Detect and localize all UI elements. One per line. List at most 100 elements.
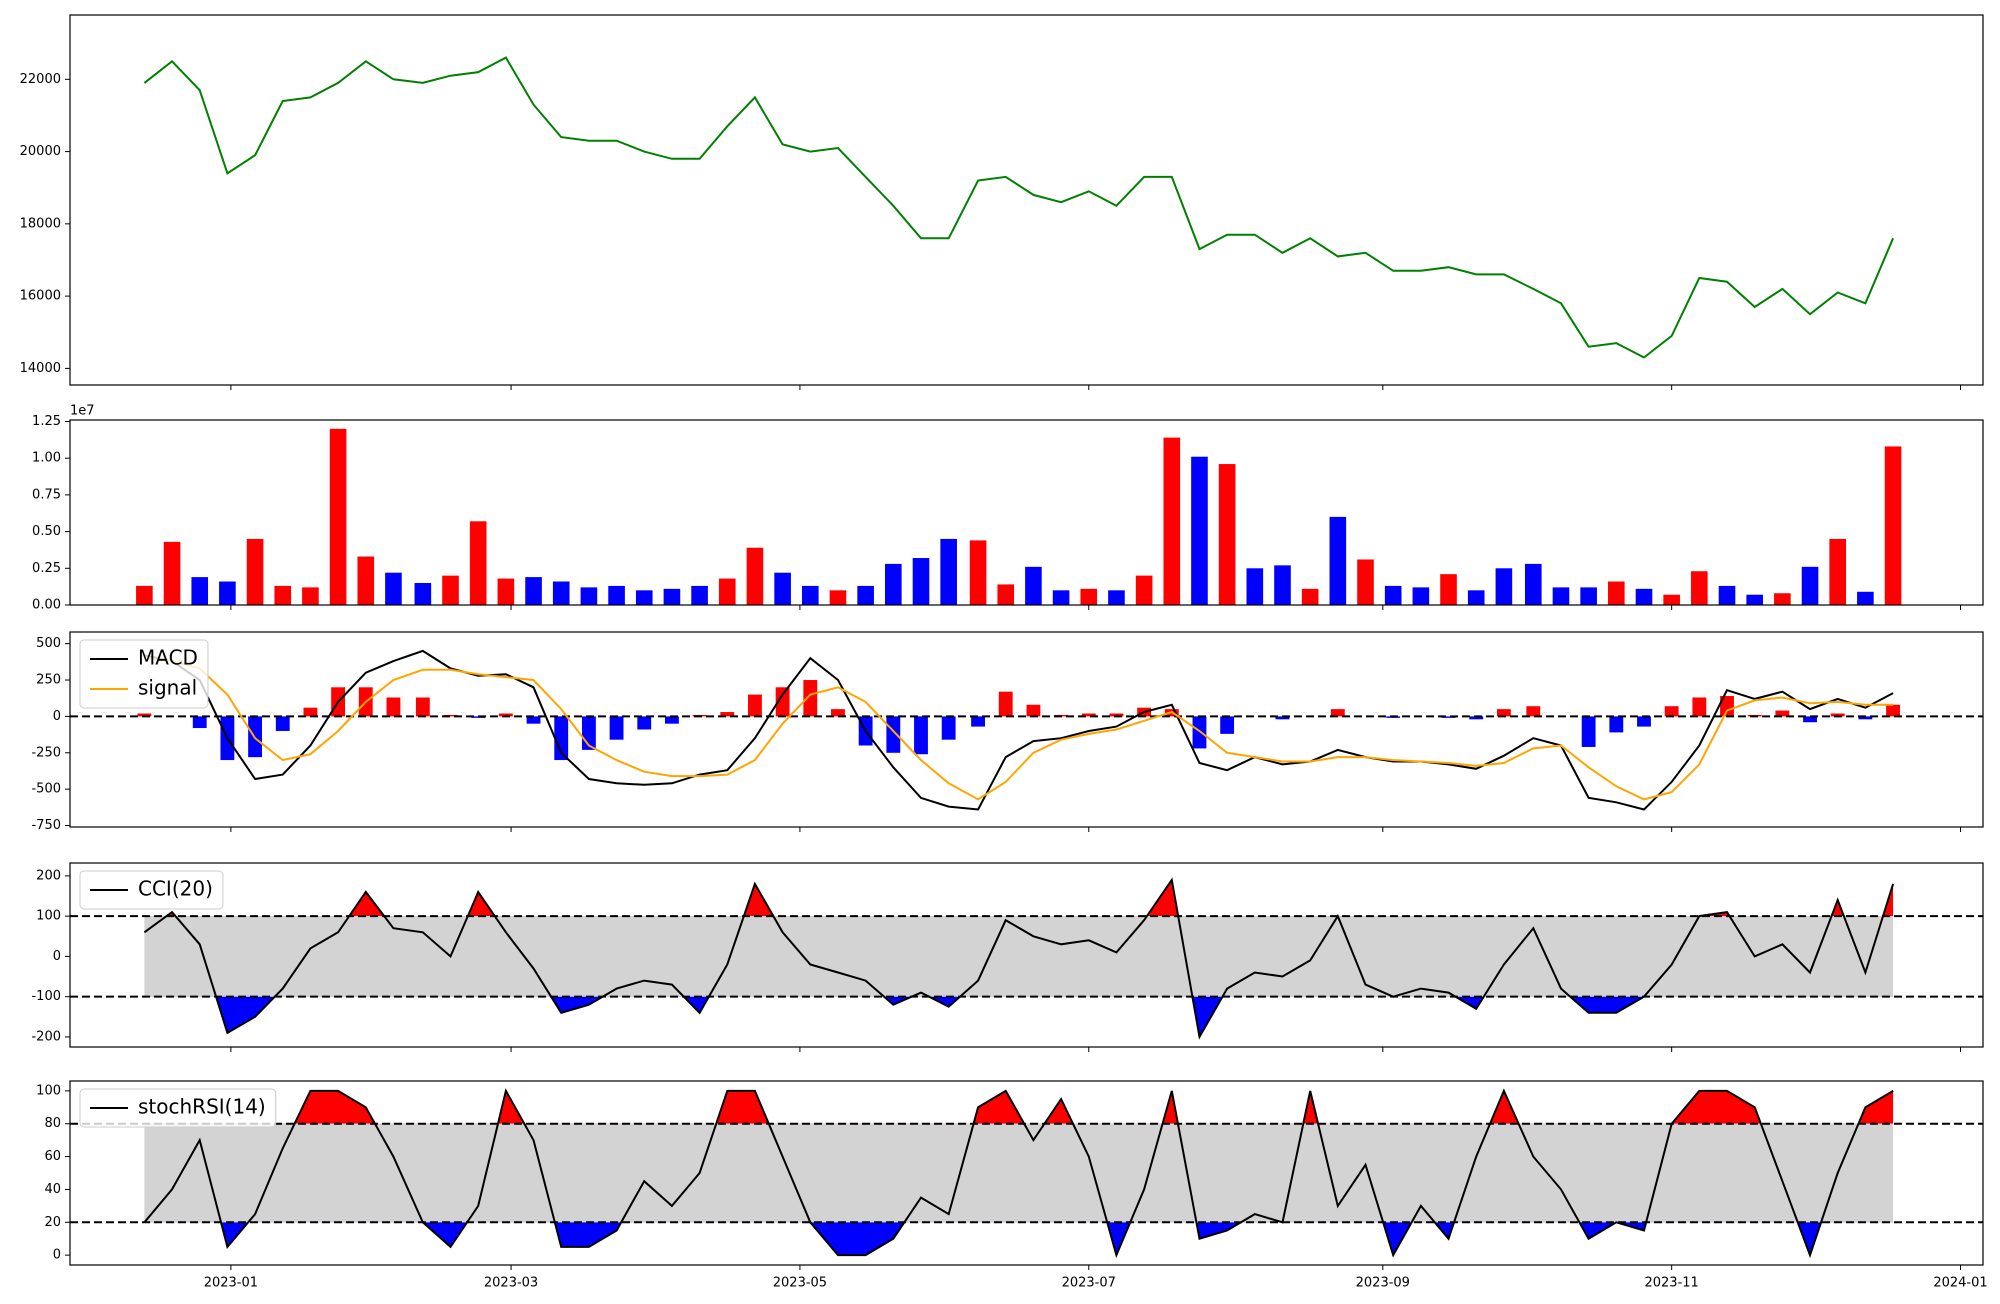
volume-bar: [774, 572, 791, 605]
volume-bar: [969, 540, 987, 605]
x-tick-label: 2023-03: [484, 1276, 538, 1291]
histogram-bar: [275, 716, 290, 731]
line-series: [143, 877, 1895, 1040]
histogram-bar: [443, 714, 458, 717]
histogram-bar: [1526, 706, 1541, 717]
volume-bar: [329, 428, 347, 605]
volume-bar: [1663, 594, 1680, 605]
volume-bar: [246, 538, 264, 605]
histogram-bar: [1692, 697, 1707, 717]
histogram-bar: [1026, 704, 1041, 717]
y-tick-label: -750: [31, 818, 61, 833]
histogram-bar: [1081, 713, 1096, 717]
volume-bar: [857, 585, 874, 605]
volume-bar: [1274, 565, 1291, 605]
histogram-bar: [914, 716, 928, 755]
histogram-bar: [1609, 716, 1624, 733]
histogram-bar: [1220, 716, 1235, 734]
y-tick-label: 1.25: [32, 414, 61, 429]
volume-bar: [525, 577, 542, 605]
volume-bar: [1580, 587, 1597, 605]
histogram-bar: [886, 716, 901, 753]
histogram-bar: [941, 716, 956, 740]
volume-bar: [1635, 588, 1653, 605]
legend-label: MACD: [138, 646, 198, 670]
histogram-bar: [1109, 713, 1124, 717]
volume-bar: [663, 588, 681, 605]
histogram-bar: [748, 694, 762, 717]
line-series: [144, 649, 1894, 811]
y-tick-label: 200: [36, 868, 61, 883]
volume-bar: [219, 581, 236, 605]
panel-frame: [69, 419, 1984, 606]
histogram-bar: [137, 713, 152, 717]
y-tick-label: 20000: [20, 144, 61, 159]
volume-bar: [191, 577, 209, 605]
volume-bar: [552, 581, 570, 605]
volume-bar: [1384, 585, 1402, 605]
y-tick-label: 16000: [20, 289, 61, 304]
volume-bar: [1829, 538, 1847, 605]
volume-bar: [912, 558, 930, 605]
legend-box: [79, 870, 224, 910]
y-tick-label: 0: [53, 1248, 61, 1263]
y-tick-label: 22000: [20, 72, 61, 87]
volume-bar: [1052, 590, 1070, 605]
histogram-bar: [1830, 713, 1845, 717]
legend-label: CCI(20): [138, 877, 213, 901]
volume-bar: [940, 538, 957, 605]
volume-bar: [1412, 587, 1430, 605]
line-series: [143, 56, 1895, 359]
histogram-bar: [1720, 696, 1734, 717]
volume-bar: [497, 578, 515, 605]
volume-bar: [746, 547, 764, 605]
histogram-bar: [1858, 716, 1873, 720]
volume-bar: [885, 563, 902, 605]
volume-bar: [357, 556, 375, 605]
volume-bar: [829, 590, 847, 605]
volume-bar: [1524, 563, 1542, 605]
histogram-bar: [1803, 716, 1817, 723]
x-tick-label: 2023-05: [773, 1276, 827, 1291]
histogram-bar: [554, 716, 569, 761]
x-tick-label: 2023-11: [1644, 1276, 1698, 1291]
histogram-bar: [1275, 716, 1290, 720]
volume-bar: [635, 590, 653, 605]
volume-bar: [1746, 594, 1763, 605]
y-tick-label: 0: [53, 949, 61, 964]
volume-bar: [691, 585, 708, 605]
volume-bar: [1857, 591, 1874, 605]
volume-bar: [1163, 437, 1181, 605]
x-tick-label: 2023-09: [1356, 1276, 1410, 1291]
histogram-bar: [831, 709, 845, 717]
volume-bar: [302, 587, 319, 605]
volume-bar: [1025, 566, 1042, 605]
panel-frame: [69, 631, 1984, 828]
y-tick-label: 20: [44, 1215, 61, 1230]
y-tick-label: 18000: [20, 216, 61, 231]
volume-bar: [1301, 588, 1319, 605]
histogram-bar: [998, 691, 1013, 717]
volume-bar: [1218, 464, 1236, 605]
histogram-bar: [775, 687, 790, 717]
y-tick-label: -200: [31, 1029, 61, 1044]
histogram-bar: [1469, 716, 1484, 720]
histogram-bar: [637, 716, 652, 730]
legend: MACD signal: [79, 639, 209, 709]
volume-bar: [414, 582, 432, 605]
histogram-bar: [1775, 710, 1790, 717]
histogram-bar: [609, 716, 624, 740]
volume-bar: [274, 585, 292, 605]
histogram-bar: [1664, 706, 1679, 717]
histogram-bar: [665, 716, 679, 724]
x-tick-label: 2023-07: [1062, 1276, 1116, 1291]
volume-bar: [1357, 559, 1374, 605]
volume-bar: [1108, 590, 1125, 605]
volume-bar: [997, 584, 1015, 605]
y-tick-label: 500: [36, 636, 61, 651]
histogram-bar: [1441, 716, 1456, 718]
histogram-bar: [720, 712, 735, 717]
panel-frame: [69, 862, 1984, 1048]
volume-bar: [385, 572, 402, 605]
histogram-bar: [526, 716, 541, 724]
